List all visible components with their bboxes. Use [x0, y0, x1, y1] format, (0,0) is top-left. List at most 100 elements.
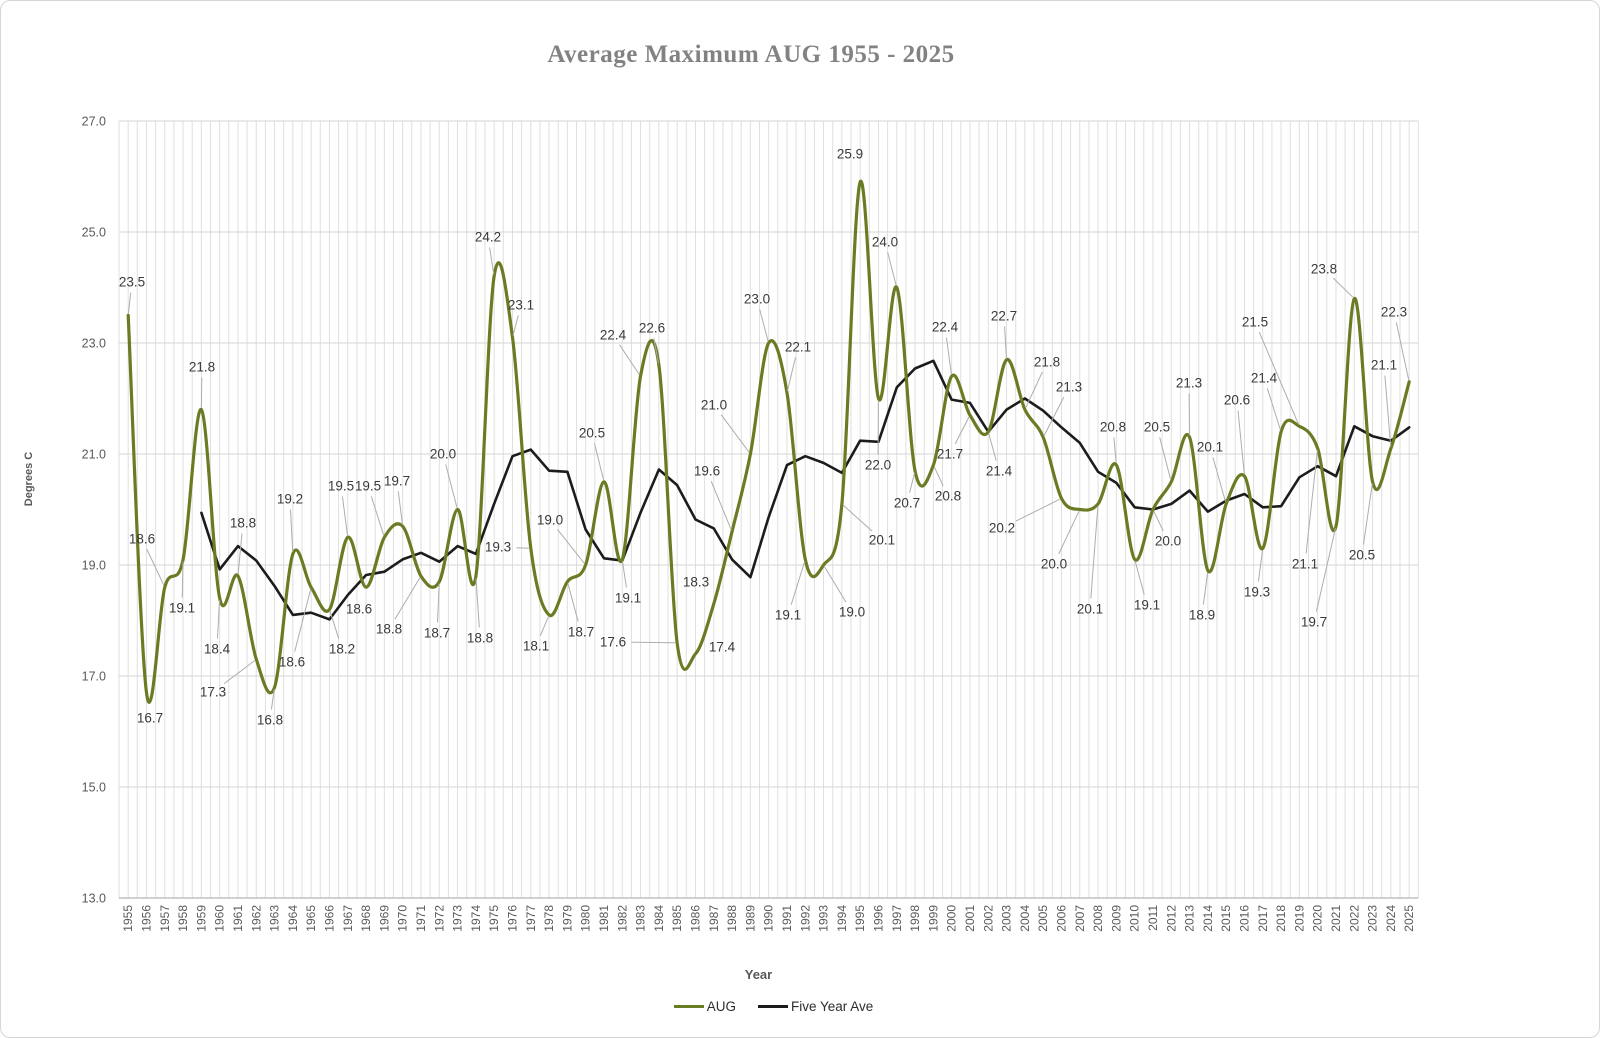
svg-text:1992: 1992	[798, 905, 812, 932]
svg-text:20.0: 20.0	[430, 447, 456, 462]
svg-text:19.6: 19.6	[694, 464, 720, 479]
svg-text:2002: 2002	[981, 905, 995, 932]
svg-text:2005: 2005	[1036, 905, 1050, 932]
svg-text:20.1: 20.1	[1077, 602, 1103, 617]
legend-item-five-year-ave: Five Year Ave	[757, 999, 873, 1014]
svg-text:1995: 1995	[853, 905, 867, 932]
svg-text:15.0: 15.0	[82, 781, 106, 795]
svg-text:1971: 1971	[414, 905, 428, 932]
aug-line	[126, 179, 1411, 704]
svg-text:20.8: 20.8	[935, 489, 961, 504]
svg-text:18.7: 18.7	[568, 625, 594, 640]
svg-text:22.7: 22.7	[991, 309, 1017, 324]
svg-text:1978: 1978	[542, 905, 556, 932]
svg-text:1967: 1967	[341, 905, 355, 932]
svg-text:18.1: 18.1	[523, 639, 549, 654]
svg-text:1960: 1960	[213, 905, 227, 932]
svg-text:21.7: 21.7	[937, 447, 963, 462]
five-year-ave-line	[200, 359, 1411, 621]
svg-text:1998: 1998	[908, 905, 922, 932]
svg-text:21.4: 21.4	[986, 464, 1013, 479]
legend-label-aug: AUG	[706, 998, 736, 1014]
svg-text:21.0: 21.0	[701, 398, 727, 413]
svg-text:2013: 2013	[1183, 905, 1197, 932]
svg-text:19.5: 19.5	[328, 479, 354, 494]
svg-text:18.6: 18.6	[346, 602, 372, 617]
svg-text:24.0: 24.0	[872, 235, 898, 250]
svg-text:2014: 2014	[1201, 905, 1215, 932]
svg-text:1974: 1974	[469, 905, 483, 932]
svg-text:1972: 1972	[432, 905, 446, 932]
svg-text:2012: 2012	[1164, 905, 1178, 932]
svg-text:19.1: 19.1	[1134, 598, 1160, 613]
svg-text:2003: 2003	[1000, 905, 1014, 932]
svg-text:19.3: 19.3	[485, 540, 511, 555]
y-axis-tick-labels: 13.0 15.0 17.0 19.0 21.0 23.0 25.0 27.0	[82, 115, 106, 906]
legend-item-aug: AUG	[673, 998, 736, 1014]
svg-text:17.4: 17.4	[709, 640, 736, 655]
svg-text:1990: 1990	[762, 905, 776, 932]
svg-text:1981: 1981	[597, 905, 611, 932]
svg-text:1988: 1988	[725, 905, 739, 932]
svg-text:1994: 1994	[835, 905, 849, 932]
svg-text:1979: 1979	[560, 905, 574, 932]
svg-text:19.0: 19.0	[839, 605, 865, 620]
svg-text:1970: 1970	[396, 905, 410, 932]
data-label-leader-lines	[127, 247, 1410, 710]
svg-text:19.0: 19.0	[82, 559, 106, 573]
svg-text:17.0: 17.0	[82, 670, 106, 684]
svg-text:21.8: 21.8	[1034, 355, 1060, 370]
svg-text:2022: 2022	[1347, 905, 1361, 932]
svg-text:22.6: 22.6	[639, 321, 665, 336]
svg-text:1984: 1984	[652, 905, 666, 932]
svg-text:19.1: 19.1	[615, 591, 641, 606]
svg-text:18.8: 18.8	[230, 516, 256, 531]
svg-text:18.6: 18.6	[279, 655, 305, 670]
svg-text:23.8: 23.8	[1311, 262, 1337, 277]
svg-text:19.1: 19.1	[169, 601, 195, 616]
svg-text:1999: 1999	[926, 905, 940, 932]
svg-text:21.1: 21.1	[1371, 358, 1397, 373]
svg-text:2000: 2000	[945, 905, 959, 932]
svg-text:2015: 2015	[1219, 905, 1233, 932]
svg-text:1996: 1996	[872, 905, 886, 932]
svg-text:27.0: 27.0	[82, 115, 106, 129]
chart-title: Average Maximum AUG 1955 - 2025	[547, 41, 955, 68]
svg-text:1986: 1986	[689, 905, 703, 932]
svg-text:1976: 1976	[506, 905, 520, 932]
svg-text:18.3: 18.3	[683, 575, 709, 590]
svg-text:22.4: 22.4	[600, 328, 627, 343]
svg-text:2016: 2016	[1238, 905, 1252, 932]
svg-text:2007: 2007	[1073, 905, 1087, 932]
svg-text:16.8: 16.8	[257, 713, 283, 728]
svg-text:2024: 2024	[1384, 905, 1398, 932]
svg-text:22.1: 22.1	[785, 340, 811, 355]
svg-text:17.6: 17.6	[600, 635, 626, 650]
svg-text:1989: 1989	[743, 905, 757, 932]
svg-text:19.7: 19.7	[384, 474, 410, 489]
svg-text:18.4: 18.4	[204, 642, 231, 657]
svg-text:1965: 1965	[304, 905, 318, 932]
svg-text:24.2: 24.2	[475, 230, 501, 245]
svg-text:2011: 2011	[1146, 905, 1160, 931]
svg-text:2019: 2019	[1292, 905, 1306, 932]
svg-text:1983: 1983	[634, 905, 648, 932]
svg-text:18.2: 18.2	[329, 642, 355, 657]
svg-text:25.9: 25.9	[837, 147, 863, 162]
svg-text:2020: 2020	[1311, 905, 1325, 932]
svg-text:20.5: 20.5	[1349, 548, 1375, 563]
svg-text:2008: 2008	[1091, 905, 1105, 932]
svg-text:1961: 1961	[231, 905, 245, 932]
svg-text:1958: 1958	[176, 905, 190, 932]
svg-text:2017: 2017	[1256, 905, 1270, 932]
svg-text:2001: 2001	[963, 905, 977, 932]
svg-text:1973: 1973	[451, 905, 465, 932]
svg-text:22.3: 22.3	[1381, 305, 1407, 320]
svg-text:20.0: 20.0	[1041, 557, 1067, 572]
svg-text:21.3: 21.3	[1056, 380, 1082, 395]
svg-text:22.0: 22.0	[865, 458, 891, 473]
svg-text:21.8: 21.8	[189, 360, 215, 375]
svg-text:19.7: 19.7	[1301, 615, 1327, 630]
svg-text:19.1: 19.1	[775, 608, 801, 623]
